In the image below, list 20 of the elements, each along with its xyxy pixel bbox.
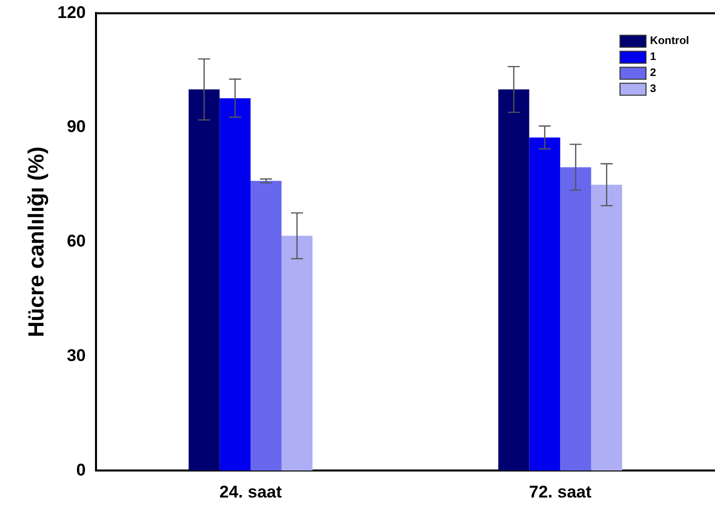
bar [529, 137, 560, 471]
x-tick-label: 24. saat [219, 482, 282, 502]
y-tick-label: 0 [76, 460, 86, 480]
bar [560, 167, 592, 471]
y-tick-label: 90 [66, 117, 86, 136]
y-tick-label: 120 [57, 2, 86, 22]
bar [250, 180, 282, 471]
legend-label: 2 [650, 67, 656, 80]
y-tick-label: 30 [66, 346, 86, 365]
bar [188, 89, 220, 471]
bar [591, 184, 622, 471]
bar [220, 98, 251, 471]
legend-label: 3 [650, 83, 656, 96]
bar [282, 236, 312, 471]
legend-label: Kontrol [650, 35, 690, 48]
x-tick-label: 72. saat [528, 482, 592, 502]
y-tick-label: 60 [66, 232, 86, 251]
y-axis-title: Hücre canlılığı (%) [23, 146, 48, 338]
bar [498, 89, 530, 471]
legend-label: 1 [650, 51, 656, 64]
